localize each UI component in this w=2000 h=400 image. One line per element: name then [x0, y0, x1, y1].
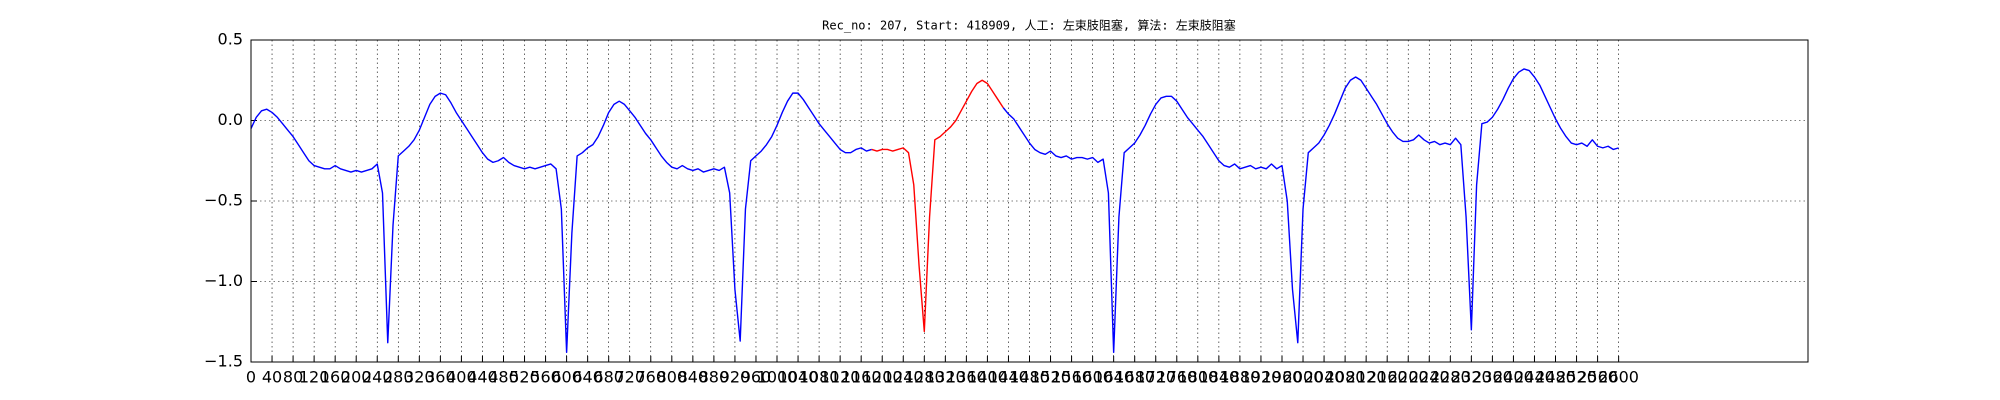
x-tick-label: 400: [446, 368, 477, 387]
x-tick-label: 1520: [1030, 368, 1071, 387]
x-tick-label: 2120: [1346, 368, 1387, 387]
x-tick-label: 920: [720, 368, 751, 387]
y-tick-label: −0.5: [204, 191, 243, 210]
x-tick-label: 1240: [883, 368, 924, 387]
x-tick-label: 1360: [946, 368, 987, 387]
x-tick-label: 760: [635, 368, 666, 387]
x-tick-label: 1120: [820, 368, 861, 387]
ecg-line: [250, 68, 1619, 354]
x-tick-label: 1440: [988, 368, 1029, 387]
x-tick-label: 0: [246, 368, 256, 387]
x-tick-label: 2160: [1367, 368, 1408, 387]
x-tick-label: 1200: [862, 368, 903, 387]
plot-frame: [250, 39, 1809, 363]
x-tick-label: 880: [699, 368, 730, 387]
x-tick-label: 2400: [1493, 368, 1534, 387]
x-tick-label: 320: [404, 368, 435, 387]
x-tick-label: 1560: [1051, 368, 1092, 387]
x-tick-label: 200: [341, 368, 372, 387]
x-tick-label: 2480: [1535, 368, 1576, 387]
x-tick-label: 2000: [1283, 368, 1324, 387]
x-tick-label: 1080: [799, 368, 840, 387]
ecg-line: [871, 79, 1004, 333]
x-tick-label: 960: [741, 368, 772, 387]
y-tick-label: 0.5: [218, 30, 243, 49]
x-tick-label: 520: [509, 368, 540, 387]
x-tick-label: 2520: [1556, 368, 1597, 387]
y-tick-label: −1.0: [204, 271, 243, 290]
x-tick-label: 280: [383, 368, 414, 387]
x-tick-label: 360: [425, 368, 456, 387]
y-tick-label: −1.5: [204, 352, 243, 371]
x-tick-label: 640: [572, 368, 603, 387]
x-tick-label: 1960: [1262, 368, 1303, 387]
x-tick-label: 1280: [904, 368, 945, 387]
x-tick-label: 2280: [1430, 368, 1471, 387]
x-tick-label: 1400: [967, 368, 1008, 387]
x-tick-label: 1880: [1220, 368, 1261, 387]
x-tick-label: 240: [362, 368, 393, 387]
x-tick-label: 1480: [1009, 368, 1050, 387]
x-tick-label: 1600: [1072, 368, 1113, 387]
x-tick-label: 800: [657, 368, 688, 387]
x-tick-label: 1800: [1177, 368, 1218, 387]
x-tick-label: 1000: [757, 368, 798, 387]
x-tick-label: 440: [467, 368, 498, 387]
x-tick-label: 1160: [841, 368, 882, 387]
x-tick-label: 2320: [1451, 368, 1492, 387]
x-tick-label: 840: [678, 368, 709, 387]
chart-title: Rec_no: 207, Start: 418909, 人工: 左束肢阻塞, 算…: [822, 18, 1236, 33]
x-tick-label: 2560: [1577, 368, 1618, 387]
x-tick-label: 40: [262, 368, 282, 387]
x-tick-label: 1320: [925, 368, 966, 387]
x-tick-label: 1680: [1114, 368, 1155, 387]
x-tick-label: 560: [530, 368, 561, 387]
x-tick-label: 480: [488, 368, 519, 387]
x-tick-label: 120: [299, 368, 330, 387]
x-tick-label: 600: [551, 368, 582, 387]
x-tick-label: 2200: [1388, 368, 1429, 387]
x-tick-label: 720: [614, 368, 645, 387]
x-tick-label: 1920: [1241, 368, 1282, 387]
x-tick-label: 2040: [1304, 368, 1345, 387]
x-tick-label: 80: [283, 368, 303, 387]
x-tick-label: 2440: [1514, 368, 1555, 387]
x-tick-label: 1840: [1199, 368, 1240, 387]
x-tick-label: 680: [593, 368, 624, 387]
x-tick-label: 1760: [1156, 368, 1197, 387]
x-tick-label: 1040: [778, 368, 819, 387]
x-tick-label: 2080: [1325, 368, 1366, 387]
x-tick-label: 2360: [1472, 368, 1513, 387]
x-tick-label: 1720: [1135, 368, 1176, 387]
y-tick-label: 0.0: [218, 110, 243, 129]
x-tick-label: 2240: [1409, 368, 1450, 387]
x-tick-label: 1640: [1093, 368, 1134, 387]
x-tick-label: 2600: [1598, 368, 1639, 387]
x-tick-label: 160: [320, 368, 351, 387]
